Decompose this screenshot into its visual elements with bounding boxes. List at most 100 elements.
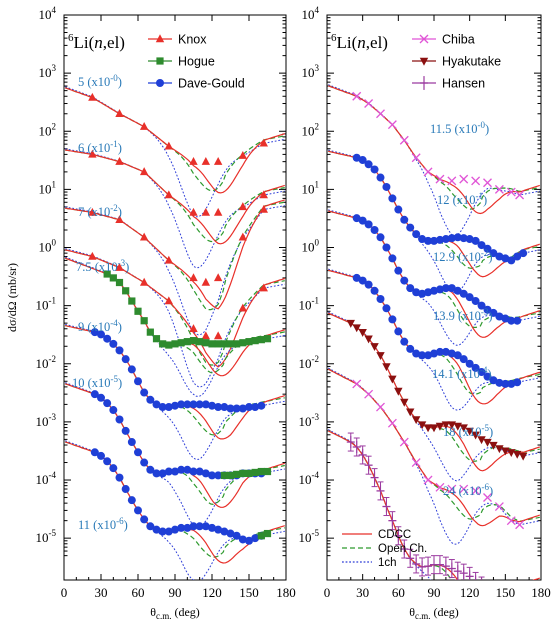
- data-point-dave-gould: [201, 522, 210, 531]
- data-point-hansen: [388, 514, 397, 527]
- data-point-chiba: [435, 174, 445, 184]
- data-point-dave-gould: [208, 401, 216, 410]
- data-point-dave-gould: [140, 458, 149, 467]
- data-point-hansen: [352, 440, 361, 453]
- data-point-knox: [139, 232, 149, 241]
- data-point-dave-gould: [382, 182, 391, 191]
- data-point-dave-gould: [140, 515, 149, 524]
- y-tick-label: 10-1: [299, 296, 320, 313]
- data-point-hogue: [171, 340, 179, 348]
- data-point-hogue: [257, 467, 265, 476]
- data-point-dave-gould: [430, 236, 438, 245]
- data-point-hogue: [263, 529, 272, 538]
- data-point-hogue: [233, 470, 241, 478]
- data-point-hogue: [257, 532, 265, 540]
- data-point-dave-gould: [507, 316, 516, 325]
- data-point-dave-gould: [358, 156, 367, 165]
- data-point-dave-gould: [376, 173, 385, 182]
- x-tick-label: 60: [392, 585, 405, 600]
- data-point-dave-gould: [134, 448, 142, 457]
- data-point-hyakutake: [358, 328, 367, 337]
- legend-label: Hansen: [442, 77, 485, 91]
- data-point-dave-gould: [152, 400, 161, 409]
- data-point-dave-gould: [424, 236, 433, 245]
- plot-frame: [63, 14, 287, 581]
- data-point-knox: [201, 331, 211, 340]
- data-point-dave-gould: [495, 378, 504, 387]
- data-point-hyakutake: [435, 422, 445, 431]
- data-point-chiba: [471, 176, 481, 186]
- legend-marker-hansen: [420, 77, 428, 89]
- data-point-chiba-b: [506, 187, 516, 197]
- data-point-chiba: [352, 379, 362, 389]
- x-tick-label: 120: [202, 585, 222, 600]
- theory-cdcc-curve: [65, 249, 285, 368]
- data-point-hyakutake: [376, 352, 385, 360]
- energy-scale-label: 5 (x10-0): [78, 73, 122, 89]
- data-point-chiba-b: [483, 493, 492, 502]
- data-point-dave-gould: [364, 160, 373, 169]
- legend-label: Hogue: [178, 55, 215, 69]
- data-point-hansen: [346, 436, 355, 449]
- data-point-dave-gould: [195, 522, 204, 531]
- data-point-dave-gould: [146, 395, 155, 404]
- data-point-chiba-b: [364, 389, 374, 399]
- data-point-dave-gould: [382, 304, 391, 313]
- data-point-hogue: [233, 340, 241, 348]
- data-point-knox: [189, 273, 198, 282]
- data-point-dave-gould: [183, 465, 192, 474]
- data-point-chiba-b: [447, 176, 457, 186]
- theory-open-curve: [65, 149, 285, 243]
- data-point-dave-gould: [115, 346, 124, 355]
- data-point-dave-gould: [90, 390, 99, 399]
- data-point-dave-gould: [127, 438, 136, 447]
- data-point-hyakutake: [400, 398, 409, 407]
- y-tick-label: 103: [302, 63, 320, 80]
- data-point-dave-gould: [121, 426, 130, 435]
- data-point-dave-gould: [152, 525, 161, 534]
- y-tick-label: 100: [302, 238, 320, 255]
- data-point-chiba-b: [494, 502, 504, 511]
- data-point-hogue: [202, 339, 210, 347]
- data-point-dave-gould: [232, 404, 241, 413]
- data-point-chiba-b: [447, 484, 457, 494]
- data-point-hansen: [441, 560, 450, 573]
- data-point-hyakutake: [352, 324, 361, 333]
- data-point-knox: [139, 277, 149, 286]
- data-point-hyakutake: [423, 424, 433, 433]
- data-point-chiba: [399, 437, 409, 447]
- data-point-dave-gould: [441, 284, 450, 293]
- data-point-dave-gould: [364, 220, 373, 229]
- theory-one-curve: [65, 440, 285, 580]
- data-point-dave-gould: [388, 194, 397, 203]
- data-point-dave-gould: [220, 403, 229, 412]
- data-point-dave-gould: [459, 355, 468, 364]
- data-point-chiba: [506, 187, 516, 197]
- legend-marker-knox: [155, 34, 165, 43]
- data-point-chiba: [506, 516, 516, 526]
- data-point-hogue: [220, 340, 228, 348]
- y-tick-label: 10-1: [36, 296, 57, 313]
- data-point-dave-gould: [459, 289, 468, 298]
- data-point-dave-gould: [400, 215, 409, 224]
- plot-area: [64, 86, 285, 580]
- data-point-hyakutake: [370, 343, 379, 351]
- energy-scale-label: 24 (x10-6): [443, 482, 493, 498]
- right-panel: 0 30 60 90 120 150 180 10-5 10-4 10-3 10-2 10-1 100 1…: [299, 5, 551, 621]
- data-point-hansen: [382, 500, 391, 513]
- data-point-knox: [259, 204, 268, 213]
- data-point-dave-gould: [146, 465, 155, 474]
- data-point-knox: [189, 207, 198, 216]
- data-point-dave-gould: [127, 365, 136, 374]
- data-point-dave-gould: [251, 403, 260, 412]
- data-point-knox: [201, 207, 211, 216]
- data-point-dave-gould: [251, 534, 260, 543]
- data-point-chiba-b: [411, 458, 421, 467]
- data-point-hansen: [484, 584, 492, 596]
- data-point-knox: [213, 207, 223, 216]
- data-point-dave-gould: [483, 305, 492, 314]
- data-point-knox: [164, 296, 174, 305]
- y-tick-label: 101: [39, 179, 57, 196]
- data-point-chiba-b: [352, 91, 362, 101]
- data-point-knox: [213, 156, 223, 165]
